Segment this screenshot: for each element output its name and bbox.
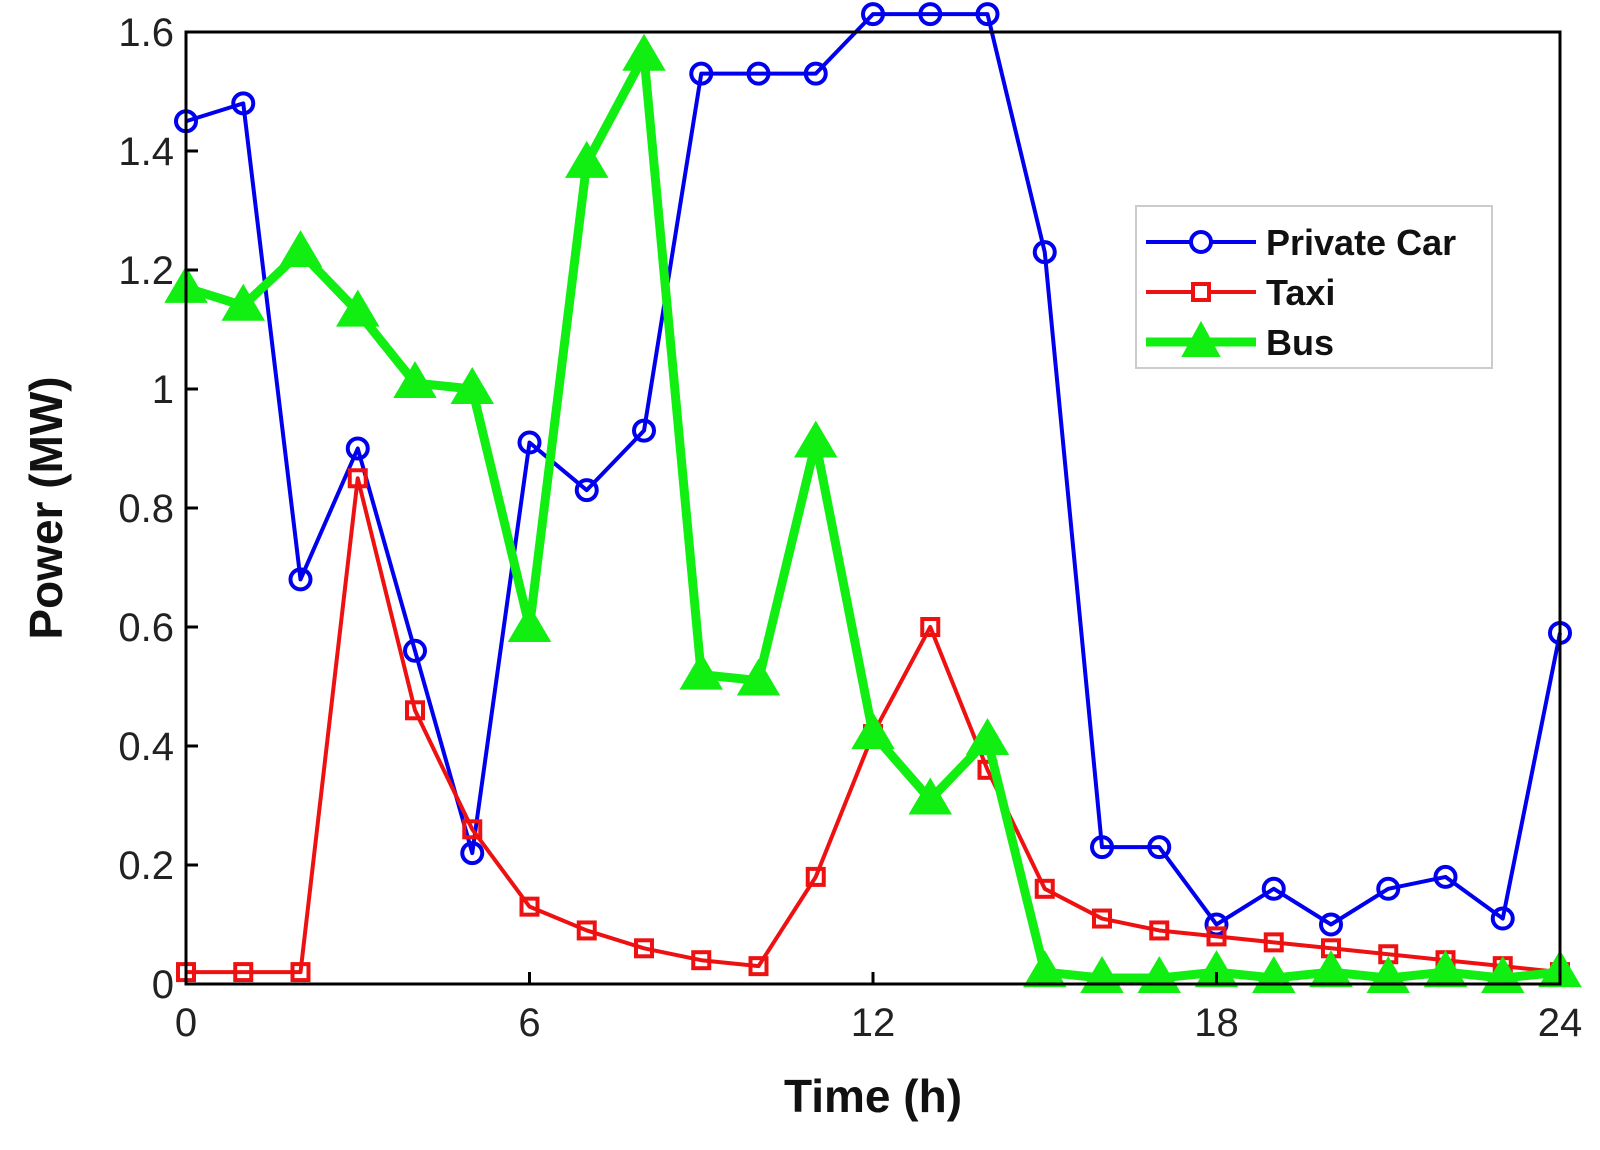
data-point-taxi: [805, 866, 826, 887]
data-point-private-car: [918, 2, 943, 27]
data-point-bus: [622, 33, 666, 71]
data-point-private-car: [345, 436, 370, 461]
legend-label-taxi: Taxi: [1266, 272, 1335, 313]
data-point-private-car: [1261, 876, 1286, 901]
data-point-private-car: [460, 841, 485, 866]
legend: Private Car Taxi Bus: [1135, 205, 1493, 369]
y-tick-label: 1.4: [118, 130, 174, 174]
legend-entry-taxi: Taxi: [1146, 272, 1335, 313]
y-tick-label: 0.2: [118, 844, 174, 888]
data-point-taxi: [1206, 926, 1227, 947]
data-point-private-car: [861, 2, 885, 27]
legend-label-bus: Bus: [1266, 322, 1334, 363]
data-point-private-car: [803, 61, 828, 86]
data-point-bus: [393, 361, 437, 399]
data-point-taxi: [576, 920, 597, 941]
data-point-bus: [507, 605, 552, 642]
data-point-private-car: [1032, 240, 1057, 265]
data-point-taxi: [519, 896, 540, 917]
data-point-taxi: [1034, 878, 1055, 899]
data-point-bus: [450, 367, 494, 404]
data-point-taxi: [290, 962, 311, 983]
data-point-taxi: [691, 950, 712, 971]
series-bus: [164, 33, 1582, 994]
data-point-taxi: [347, 468, 368, 489]
plot-area: [186, 32, 1560, 984]
y-axis-title: Power (MW): [20, 376, 72, 639]
y-tick-label: 1: [152, 368, 174, 412]
legend-marker-bus: [1181, 320, 1221, 357]
data-point-bus: [1309, 950, 1353, 988]
legend-label-private-car: Private Car: [1266, 222, 1456, 263]
data-point-taxi: [1149, 920, 1170, 941]
y-tick-label: 0.8: [118, 487, 174, 531]
data-point-private-car: [288, 567, 313, 592]
x-tick-label: 12: [851, 1001, 896, 1045]
data-point-taxi: [1263, 932, 1284, 953]
data-point-private-car: [746, 61, 771, 86]
data-point-bus: [908, 777, 952, 815]
data-point-private-car: [517, 430, 542, 455]
data-point-taxi: [233, 962, 254, 983]
data-point-bus: [221, 283, 265, 321]
series-layer: [164, 2, 1582, 994]
data-point-private-car: [574, 478, 599, 503]
data-point-bus: [565, 140, 609, 178]
data-point-private-car: [1147, 835, 1172, 860]
data-point-taxi: [462, 819, 483, 840]
data-point-bus: [794, 420, 838, 458]
legend-marker-private-car: [1189, 230, 1213, 254]
data-point-taxi: [634, 938, 654, 959]
data-point-taxi: [405, 700, 425, 721]
data-point-private-car: [632, 418, 656, 443]
data-point-bus: [1194, 950, 1239, 988]
y-tick-label: 1.2: [118, 249, 174, 293]
tick-layer: 0 6 12 18 24 0 0.2 0.4 0.6 0.8 1 1.2 1.4 1.6: [118, 11, 1582, 1045]
data-point-private-car: [689, 61, 714, 86]
data-point-private-car: [403, 638, 427, 663]
series-line-private-car: [185, 12, 1562, 927]
data-point-taxi: [920, 617, 941, 637]
x-tick-label: 18: [1194, 1001, 1239, 1045]
data-point-taxi: [1092, 908, 1112, 929]
y-tick-label: 0: [152, 963, 174, 1007]
x-tick-label: 24: [1538, 1001, 1583, 1045]
series-private-car: [174, 2, 1572, 937]
y-tick-label: 1.6: [118, 11, 174, 55]
x-tick-label: 6: [518, 1001, 540, 1045]
legend-marker-taxi: [1191, 282, 1211, 302]
data-point-private-car: [1090, 835, 1114, 860]
y-tick-label: 0.6: [118, 606, 174, 650]
legend-entry-bus: Bus: [1146, 320, 1334, 363]
y-tick-label: 0.4: [118, 725, 174, 769]
data-point-private-car: [975, 2, 1000, 27]
data-point-bus: [736, 658, 781, 696]
data-point-bus: [851, 712, 895, 750]
x-axis-title: Time (h): [784, 1070, 962, 1122]
data-point-bus: [679, 652, 723, 690]
x-tick-label: 0: [175, 1001, 197, 1045]
data-point-bus: [278, 230, 323, 268]
data-point-private-car: [231, 91, 256, 116]
data-point-bus: [1023, 950, 1067, 988]
data-point-bus: [965, 718, 1010, 756]
data-point-private-car: [1376, 876, 1401, 901]
data-point-private-car: [1490, 906, 1515, 931]
legend-entry-private-car: Private Car: [1146, 222, 1456, 263]
data-point-taxi: [748, 956, 769, 977]
data-point-private-car: [1433, 864, 1458, 889]
data-point-bus: [336, 289, 380, 327]
data-point-bus: [1423, 950, 1468, 988]
data-point-private-car: [1319, 912, 1343, 937]
